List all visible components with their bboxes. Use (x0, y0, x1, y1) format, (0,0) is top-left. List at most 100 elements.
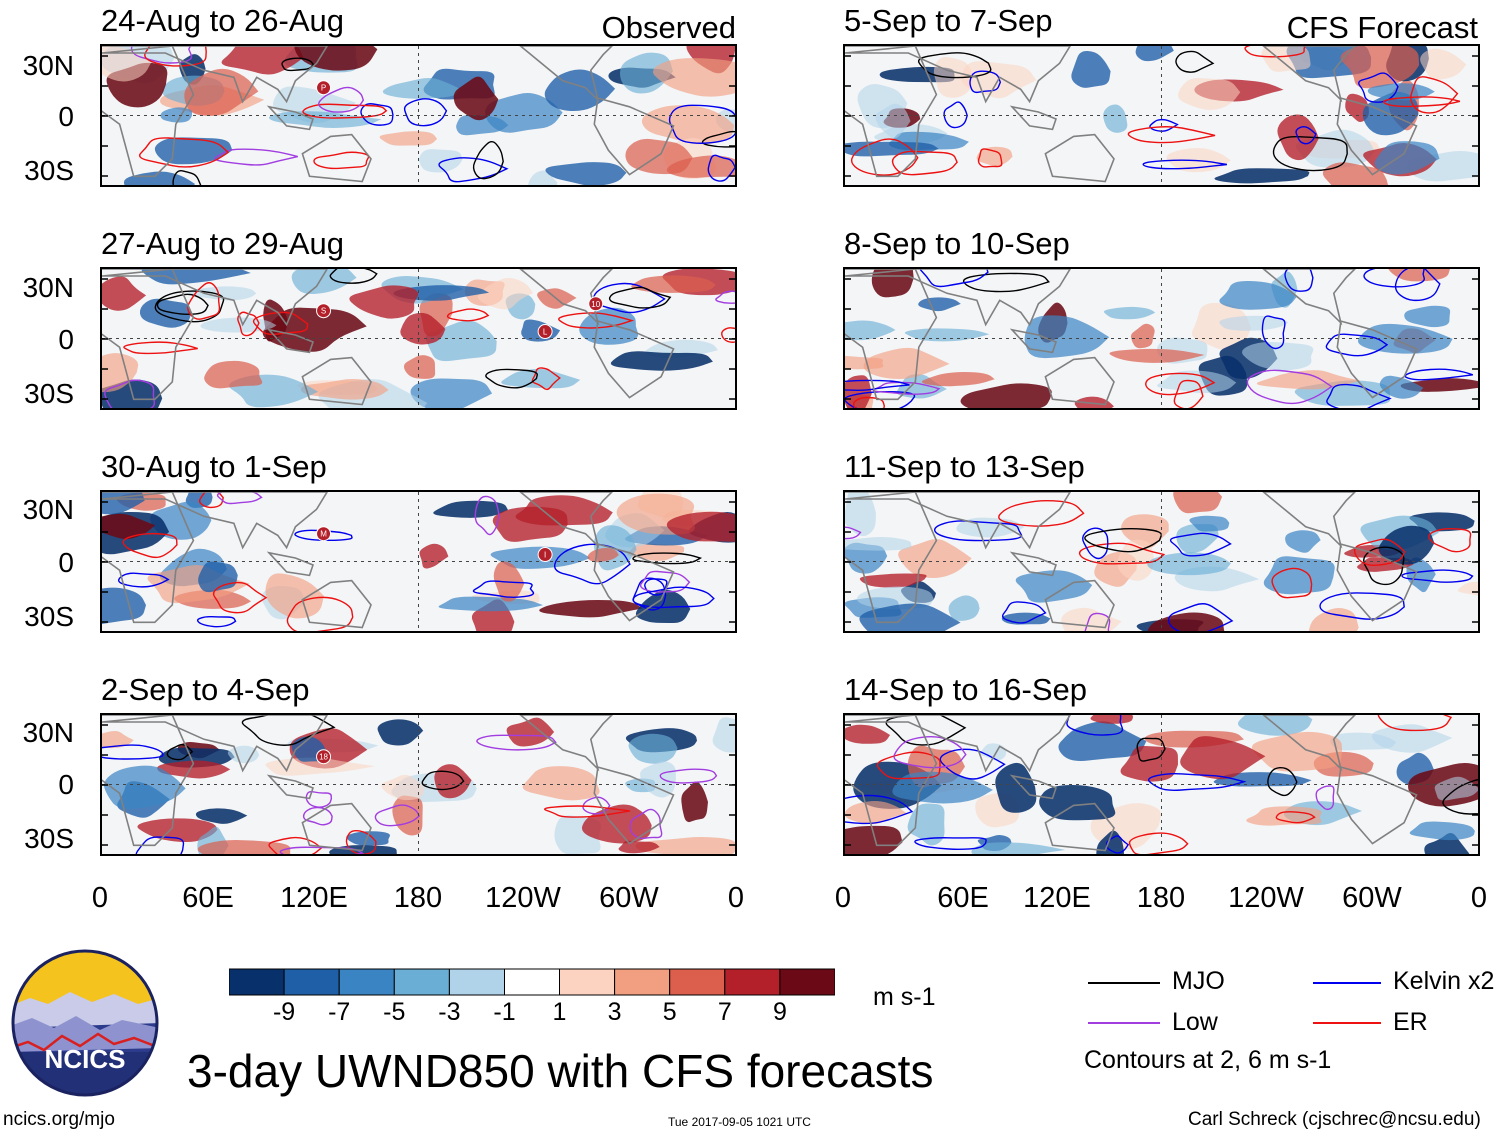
easterly-anomaly-area (1219, 315, 1289, 331)
westerly-anomaly-area (859, 573, 927, 588)
easterly-anomaly-area (859, 603, 961, 631)
contour-line (1066, 715, 1124, 736)
coastline (845, 46, 938, 178)
westerly-anomaly-area (1322, 162, 1389, 185)
legend-note: Contours at 2, 6 m s-1 (1084, 1046, 1332, 1074)
westerly-anomaly-area (681, 781, 708, 823)
easterly-anomaly-area (1372, 724, 1453, 753)
easterly-anomaly-area (635, 589, 691, 624)
contour-line (1082, 527, 1109, 560)
logo-text: NCICS (45, 1044, 126, 1074)
easterly-anomaly-area (501, 368, 581, 389)
map-panel-observed-1: P (100, 44, 737, 187)
easterly-anomaly-area (485, 93, 563, 133)
coastline (845, 46, 1072, 104)
coastline (593, 543, 675, 622)
storm-marker-dot (316, 526, 332, 542)
easterly-anomaly-area (346, 831, 390, 846)
coastline (102, 269, 329, 327)
lon-label-0: 0 (834, 882, 852, 914)
easterly-anomaly-area (1378, 525, 1435, 565)
contour-line (166, 743, 194, 761)
contour-line (345, 829, 377, 854)
contour-line (446, 308, 490, 322)
easterly-anomaly-area (1367, 83, 1435, 101)
colorbar-swatch (229, 968, 285, 996)
westerly-anomaly-area (1130, 323, 1155, 349)
easterly-anomaly-area (393, 285, 490, 301)
easterly-anomaly-area (382, 78, 460, 99)
westerly-anomaly-area (102, 730, 134, 749)
panel-title-obs-3: 30-Aug to 1-Sep (101, 449, 327, 484)
westerly-anomaly-area (1178, 77, 1241, 111)
lon-label-60w: 60W (599, 882, 659, 914)
contour-line (914, 837, 987, 850)
contour-line (1428, 528, 1472, 553)
contour-line (1084, 612, 1111, 631)
easterly-anomaly-area (195, 808, 248, 824)
footer-author: Carl Schreck (cjschrec@ncsu.edu) (1188, 1109, 1481, 1130)
colorbar (229, 968, 835, 996)
easterly-anomaly-area (1374, 141, 1440, 175)
contour-line (845, 526, 862, 540)
westerly-anomaly-area (863, 347, 950, 379)
map-panel-forecast-2 (843, 267, 1480, 410)
legend-line-mjo (1088, 982, 1160, 984)
lon-label-60w: 60W (1342, 882, 1402, 914)
coastline (1009, 328, 1057, 354)
contour-line (1145, 372, 1216, 396)
storm-marker: P (316, 80, 332, 96)
easterly-anomaly-area (377, 719, 424, 746)
contour-line (544, 805, 631, 818)
westerly-anomaly-area (1340, 46, 1420, 89)
map-panel-forecast-3 (843, 490, 1480, 633)
coastline (301, 802, 372, 852)
lon-label-0: 0 (91, 882, 109, 914)
easterly-anomaly-area (845, 492, 876, 537)
contour-line (933, 520, 1023, 542)
westerly-anomaly-area (627, 543, 685, 561)
lon-label-180: 180 (1136, 882, 1186, 914)
contour-line (1325, 333, 1389, 357)
lat-label-30n: 30N (22, 50, 74, 81)
lat-label-30s: 30S (24, 378, 74, 409)
lon-label-180: 180 (393, 882, 443, 914)
contour-line (1244, 46, 1306, 58)
contour-line (318, 86, 365, 113)
coastline (102, 715, 195, 847)
storm-marker-label: S (321, 307, 326, 316)
contour-line (421, 770, 465, 791)
contour-line (1353, 538, 1406, 566)
coastline (102, 715, 329, 773)
contour-line (1267, 766, 1298, 797)
coastline (845, 715, 1072, 773)
easterly-anomaly-area (904, 328, 990, 342)
coastline (845, 492, 938, 624)
colorbar-swatch (283, 968, 340, 996)
easterly-anomaly-area (1241, 341, 1314, 371)
footer-url[interactable]: ncics.org/mjo (3, 1109, 115, 1130)
contour-line (1404, 368, 1474, 381)
westerly-anomaly-area (157, 760, 231, 779)
coastline (301, 579, 372, 629)
easterly-anomaly-area (1406, 557, 1436, 593)
contour-line (1442, 779, 1478, 815)
colorbar-tick-label: -7 (328, 998, 351, 1026)
easterly-anomaly-area (628, 733, 678, 764)
contour-line (1394, 269, 1441, 302)
contour-line (1175, 50, 1215, 73)
contour-line (919, 269, 989, 288)
contour-line (876, 751, 941, 780)
easterly-anomaly-area (1039, 784, 1116, 821)
coastline (266, 774, 314, 800)
colorbar-unit: m s-1 (873, 983, 936, 1011)
westerly-anomaly-area (379, 131, 438, 146)
storm-marker: 18 (316, 749, 332, 765)
contour-line (172, 170, 202, 185)
storm-marker-dot (588, 296, 604, 312)
contour-line (893, 736, 967, 769)
colorbar-tick-label: 7 (717, 998, 732, 1026)
easterly-anomaly-area (410, 378, 493, 408)
westerly-anomaly-area (1246, 806, 1322, 826)
observed-label: Observed (601, 10, 736, 45)
